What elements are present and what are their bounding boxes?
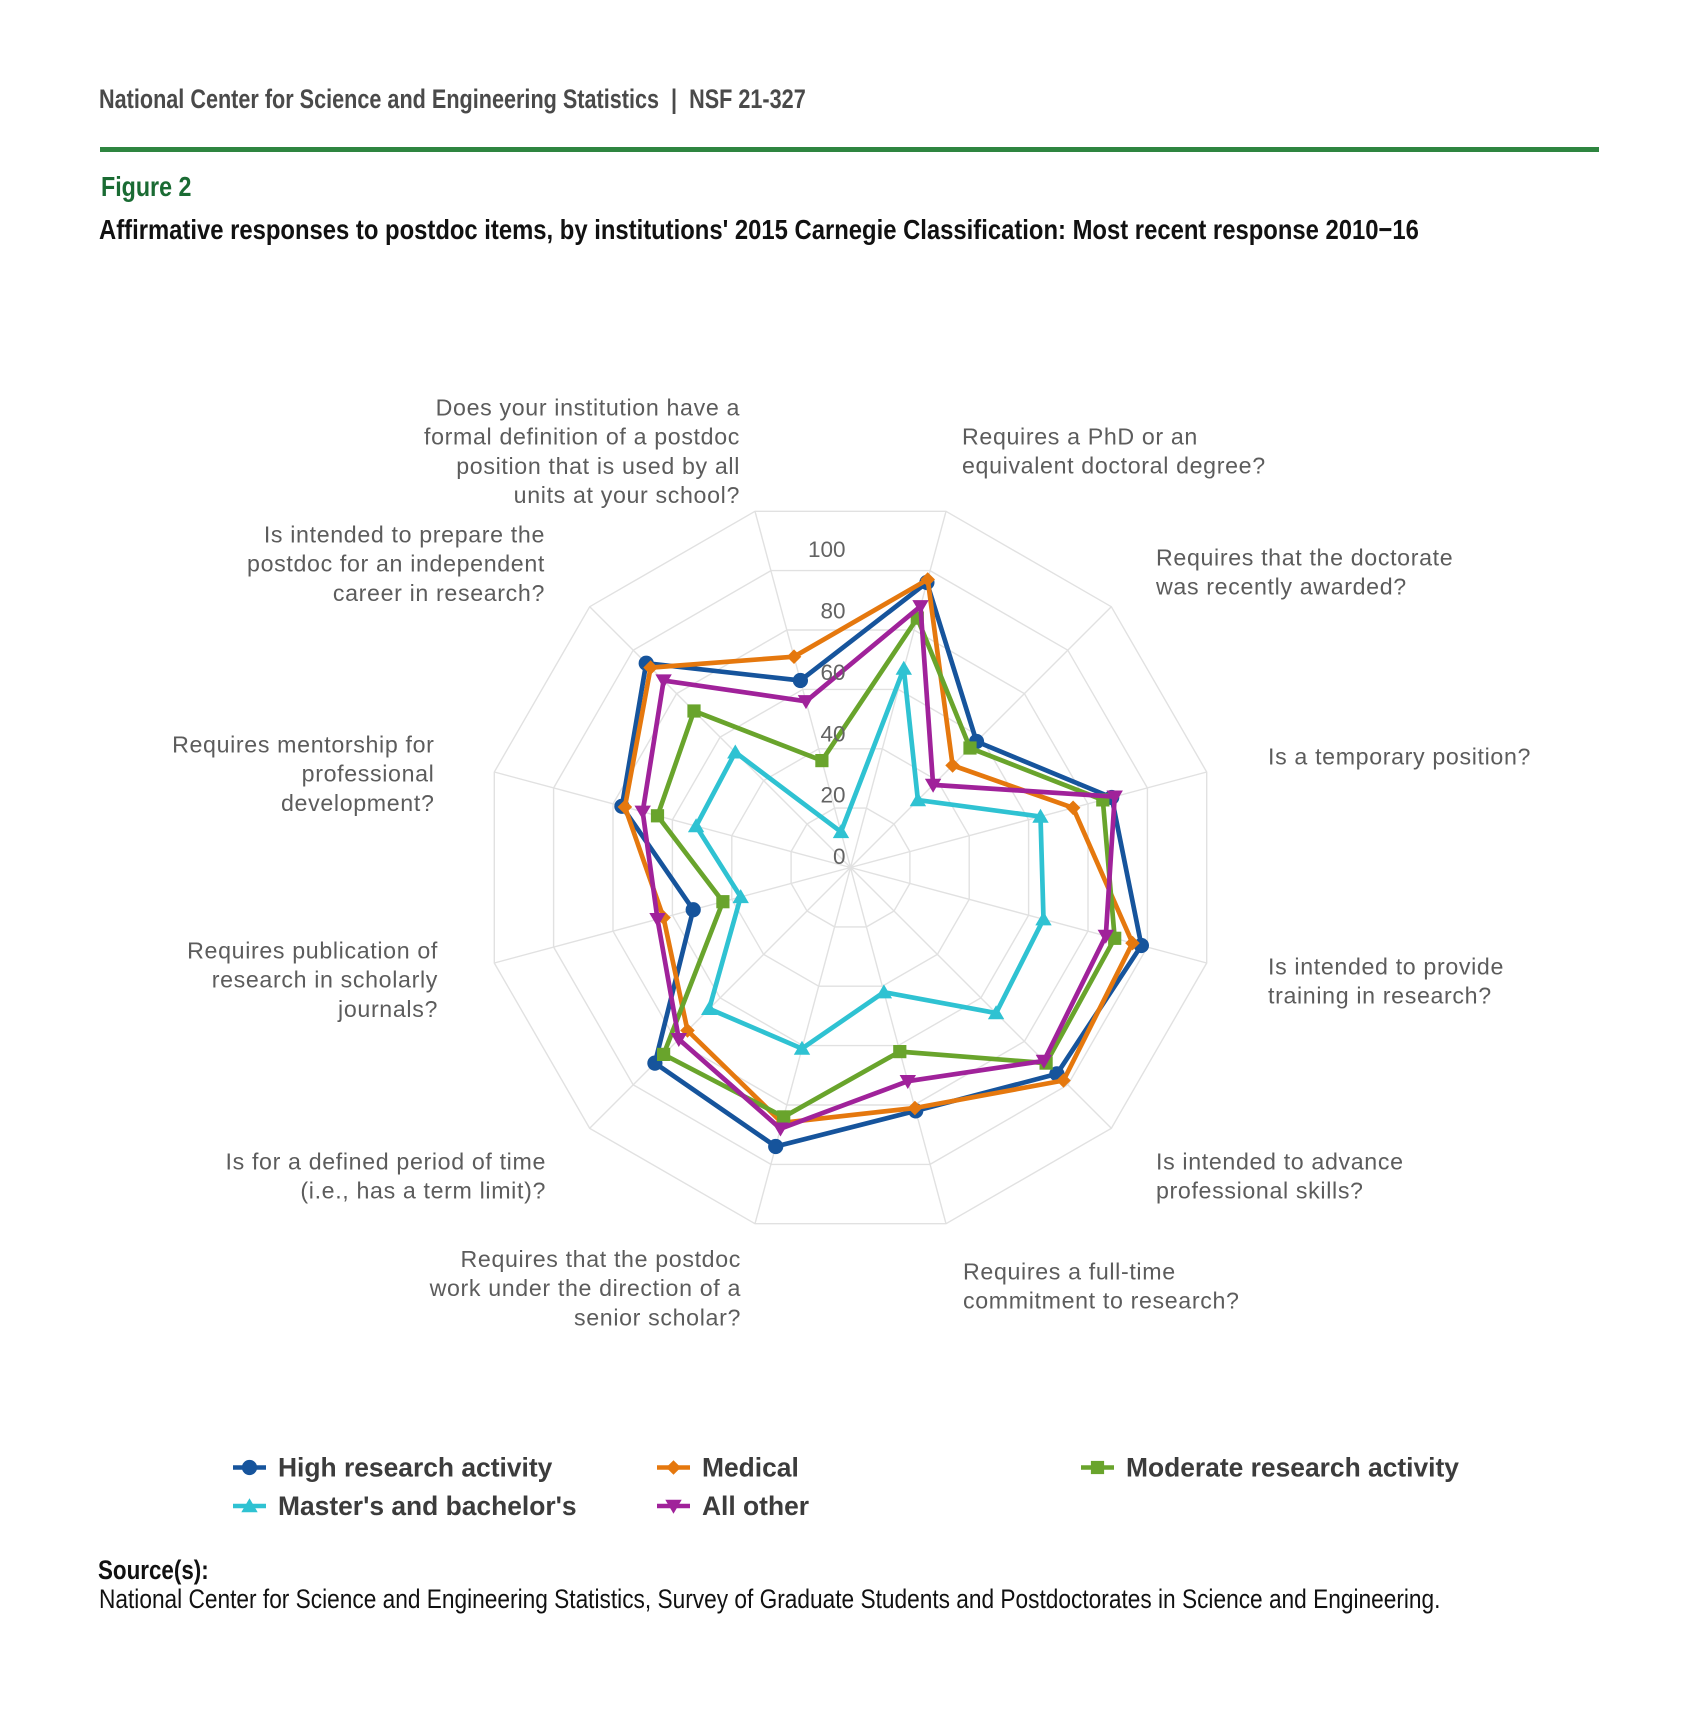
svg-text:(i.e., has a term limit)?: (i.e., has a term limit)?	[300, 1178, 546, 1204]
svg-text:Requires publication of: Requires publication of	[187, 937, 438, 963]
svg-text:Master's and bachelor's: Master's and bachelor's	[278, 1491, 577, 1521]
svg-text:journals?: journals?	[337, 996, 438, 1022]
svg-text:commitment to research?: commitment to research?	[963, 1288, 1240, 1314]
svg-text:Requires that the doctorate: Requires that the doctorate	[1156, 544, 1453, 570]
svg-text:Requires a PhD or an: Requires a PhD or an	[962, 423, 1198, 449]
svg-text:equivalent doctoral degree?: equivalent doctoral degree?	[962, 453, 1266, 479]
svg-text:High research activity: High research activity	[278, 1453, 553, 1483]
svg-text:20: 20	[820, 783, 845, 808]
svg-text:professional: professional	[302, 761, 435, 787]
svg-text:work under the direction of a: work under the direction of a	[429, 1275, 741, 1301]
svg-text:60: 60	[820, 660, 845, 685]
svg-text:research in scholarly: research in scholarly	[212, 967, 438, 993]
svg-text:position that is used by all: position that is used by all	[456, 453, 740, 479]
svg-text:Requires mentorship for: Requires mentorship for	[172, 731, 434, 757]
svg-text:career in research?: career in research?	[333, 580, 545, 606]
svg-text:40: 40	[820, 721, 845, 746]
svg-text:units at your school?: units at your school?	[514, 482, 740, 508]
svg-text:0: 0	[833, 844, 846, 869]
svg-text:professional skills?: professional skills?	[1156, 1178, 1364, 1204]
svg-text:senior scholar?: senior scholar?	[574, 1304, 741, 1330]
svg-text:Requires a full-time: Requires a full-time	[963, 1258, 1176, 1284]
svg-text:Is for a defined period of tim: Is for a defined period of time	[226, 1148, 546, 1174]
svg-text:80: 80	[820, 598, 845, 623]
svg-text:formal definition of a postdoc: formal definition of a postdoc	[424, 424, 740, 450]
svg-text:Moderate research activity: Moderate research activity	[1126, 1453, 1459, 1483]
svg-text:training in research?: training in research?	[1268, 983, 1492, 1009]
svg-text:Is intended to advance: Is intended to advance	[1156, 1148, 1404, 1174]
svg-text:Medical: Medical	[702, 1453, 799, 1483]
svg-text:Is a temporary position?: Is a temporary position?	[1268, 743, 1531, 769]
svg-text:100: 100	[808, 537, 846, 562]
svg-text:was recently awarded?: was recently awarded?	[1155, 574, 1407, 600]
svg-text:Requires that the postdoc: Requires that the postdoc	[461, 1246, 742, 1272]
svg-text:Is intended to prepare the: Is intended to prepare the	[264, 521, 545, 547]
svg-text:development?: development?	[281, 790, 434, 816]
svg-text:Is intended to provide: Is intended to provide	[1268, 953, 1504, 979]
svg-text:postdoc for an independent: postdoc for an independent	[247, 551, 545, 577]
svg-text:Does your institution have a: Does your institution have a	[436, 394, 740, 420]
svg-text:All other: All other	[702, 1491, 809, 1521]
